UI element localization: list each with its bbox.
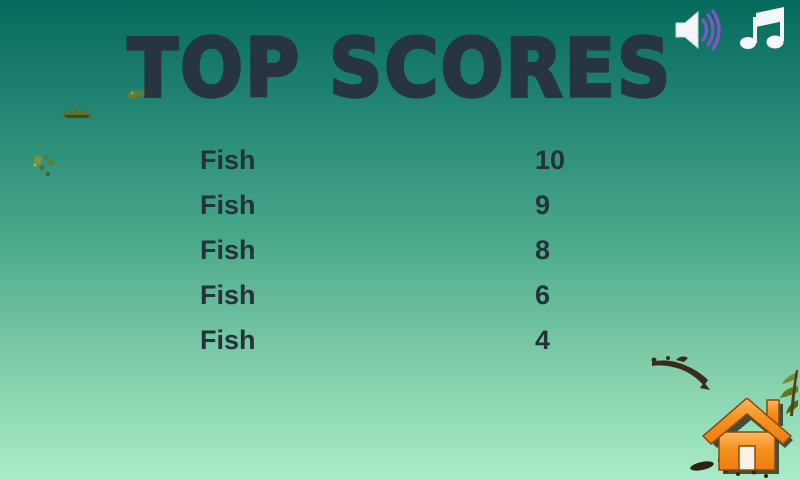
score-value: 10 [535,145,566,175]
score-row: Fish 10 [200,138,600,183]
small-plant-decoration [33,154,54,176]
sound-toggle-button[interactable] [672,6,730,54]
page-title: TOP SCORES [126,21,673,117]
score-value: 8 [535,235,551,265]
score-value: 9 [535,190,551,220]
leaf-sprig-decoration [780,370,798,416]
grass-tuft-decoration [62,108,92,118]
twig-branch-decoration [651,356,710,390]
score-value: 4 [535,325,551,355]
score-row: Fish 4 [200,318,600,363]
score-player-name: Fish [200,280,256,310]
score-value: 6 [535,280,551,310]
score-player-name: Fish [200,190,256,220]
score-row: Fish 6 [200,273,600,318]
score-player-name: Fish [200,235,256,265]
score-player-name: Fish [200,325,256,355]
music-note-icon [736,5,792,53]
home-icon [701,398,797,476]
score-player-name: Fish [200,145,256,175]
plant-sprig-decoration [126,86,158,99]
speaker-icon [672,6,730,54]
score-list: Fish 10 Fish 9 Fish 8 Fish 6 Fish 4 [200,138,600,363]
score-row: Fish 8 [200,228,600,273]
music-toggle-button[interactable] [736,5,792,53]
home-button[interactable] [701,398,797,476]
score-row: Fish 9 [200,183,600,228]
